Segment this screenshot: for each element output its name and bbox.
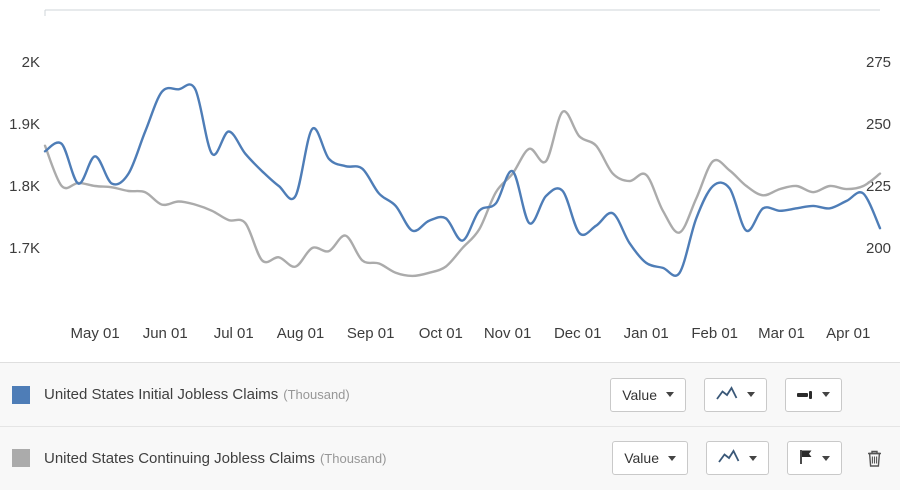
line-chart-icon [716,385,738,404]
line-style-dropdown[interactable] [787,441,842,475]
right-axis-tick-label: 250 [866,116,891,133]
series-line-left-axis [43,110,882,278]
left-axis-tick-label: 1.7K [9,240,40,257]
bar-style-icon [797,387,813,403]
x-axis-tick-label: Jun 01 [143,325,188,342]
caret-down-icon [749,455,757,461]
x-axis-tick-label: Feb 01 [691,325,738,342]
caret-down-icon [822,392,830,397]
legend-panel: United States Initial Jobless Claims (Th… [0,362,900,490]
caret-down-icon [666,392,674,397]
chart-type-dropdown[interactable] [706,441,769,475]
series-controls: Value [610,377,888,412]
chart-area: 2K 1.9K 1.8K 1.7K 275 250 225 200 May 01 Jun 01 Ju… [9,9,891,342]
trash-icon [867,450,881,467]
series-label: United States Initial Jobless Claims [44,386,279,403]
caret-down-icon [822,455,830,461]
legend-row-initial-jobless-claims: United States Initial Jobless Claims (Th… [0,363,900,426]
x-axis-tick-label: Dec 01 [554,325,602,342]
series-controls: Value [612,441,888,475]
x-axis-tick-label: Oct 01 [419,325,463,342]
delete-series-button[interactable] [865,448,884,469]
x-axis-tick-label: Jan 01 [624,325,669,342]
line-style-dropdown[interactable] [785,377,842,412]
series-label: United States Continuing Jobless Claims [44,449,315,467]
x-axis-tick-label: Mar 01 [758,325,805,342]
line-chart-icon [718,449,740,467]
left-axis-tick-label: 1.9K [9,116,40,133]
series-line-right-axis [43,83,882,277]
right-axis-tick-label: 225 [866,178,891,195]
left-axis-tick-label: 1.8K [9,178,40,195]
caret-down-icon [747,392,755,397]
flag-style-icon [799,449,813,468]
caret-down-icon [668,455,676,461]
value-type-dropdown[interactable]: Value [612,441,688,475]
jobless-claims-line-chart: 2K 1.9K 1.8K 1.7K 275 250 225 200 May 01 Jun 01 Ju… [9,9,891,342]
value-type-dropdown-label: Value [624,450,659,466]
value-type-dropdown[interactable]: Value [610,377,686,412]
value-type-dropdown-label: Value [622,386,657,403]
series-unit-label: (Thousand) [319,450,387,466]
x-axis-tick-label: Sep 01 [347,325,395,342]
right-axis-tick-label: 275 [866,54,891,71]
x-axis-tick-label: Jul 01 [214,325,254,342]
x-axis-tick-label: Apr 01 [826,325,870,342]
series-unit-label: (Thousand) [283,387,350,402]
series-color-swatch-blue [12,385,30,404]
x-axis-tick-label: Aug 01 [277,325,325,342]
x-axis-tick-label: May 01 [70,325,119,342]
right-axis-tick-label: 200 [866,240,891,257]
series-color-swatch-gray [12,449,30,467]
trash-slot [860,448,888,469]
chart-type-dropdown[interactable] [704,377,767,412]
legend-row-continuing-jobless-claims: United States Continuing Jobless Claims … [0,426,900,489]
x-axis-tick-label: Nov 01 [484,325,532,342]
left-axis-tick-label: 2K [22,54,40,71]
